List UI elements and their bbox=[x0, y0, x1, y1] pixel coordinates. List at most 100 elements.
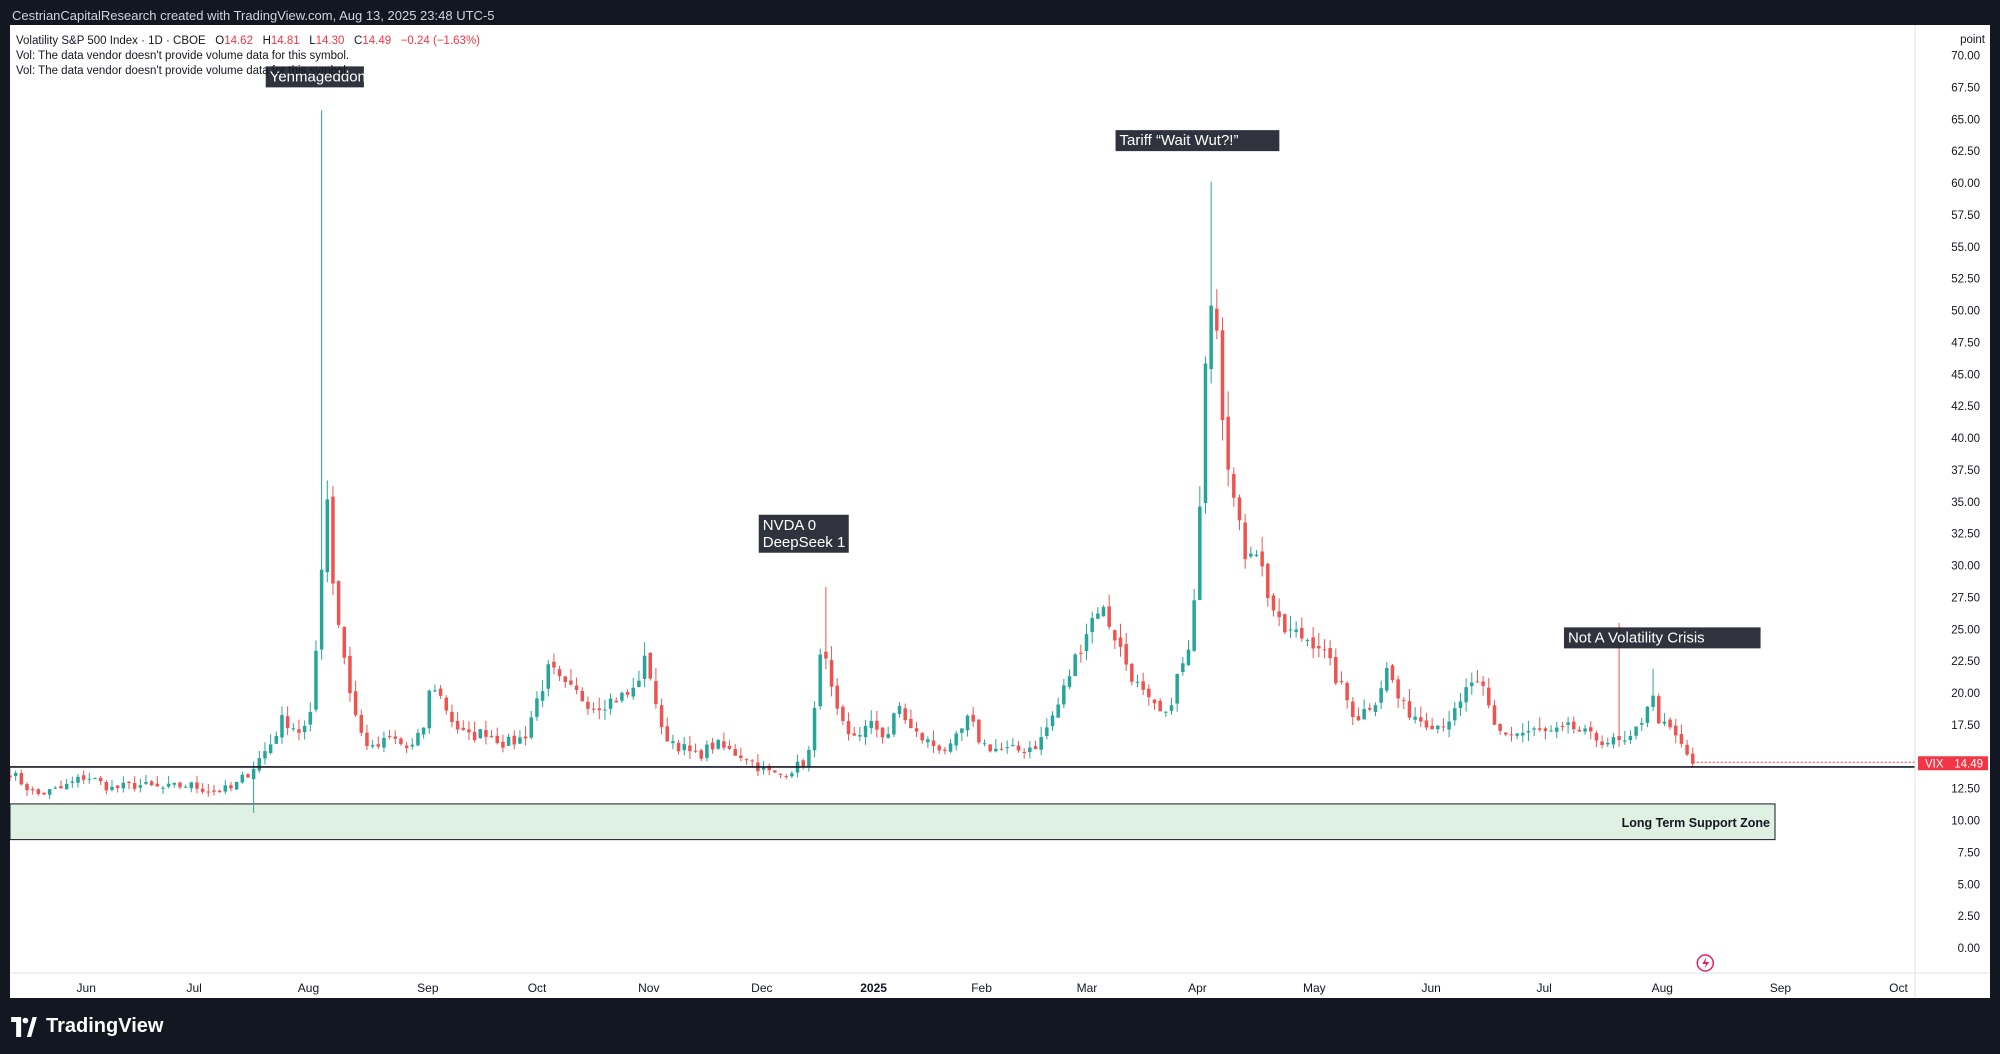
candle-body[interactable] bbox=[132, 783, 137, 789]
candle-body[interactable] bbox=[450, 711, 454, 723]
candle-body[interactable] bbox=[1101, 606, 1106, 617]
candle-body[interactable] bbox=[688, 745, 692, 752]
candle-body[interactable] bbox=[234, 781, 239, 790]
candle-body[interactable] bbox=[574, 685, 579, 690]
candle-body[interactable] bbox=[240, 774, 245, 783]
candle-body[interactable] bbox=[455, 720, 460, 730]
candle-body[interactable] bbox=[314, 650, 318, 710]
candle-body[interactable] bbox=[64, 783, 69, 790]
candle-body[interactable] bbox=[467, 729, 471, 733]
candle-body[interactable] bbox=[591, 708, 596, 710]
candle-body[interactable] bbox=[495, 735, 500, 743]
candle-body[interactable] bbox=[1679, 734, 1684, 744]
candle-body[interactable] bbox=[637, 680, 641, 688]
candle-body[interactable] bbox=[1385, 667, 1389, 691]
candle-body[interactable] bbox=[81, 775, 86, 780]
candle-body[interactable] bbox=[1492, 705, 1497, 725]
candle-body[interactable] bbox=[926, 739, 930, 743]
candle-body[interactable] bbox=[999, 748, 1004, 750]
candle-body[interactable] bbox=[1447, 721, 1451, 730]
candle-body[interactable] bbox=[251, 768, 256, 780]
candle-body[interactable] bbox=[1022, 751, 1026, 753]
candle-body[interactable] bbox=[682, 744, 686, 751]
candle-body[interactable] bbox=[642, 655, 647, 679]
candle-body[interactable] bbox=[1305, 639, 1310, 642]
candle-body[interactable] bbox=[280, 715, 284, 738]
candle-body[interactable] bbox=[790, 773, 794, 777]
candle-body[interactable] bbox=[1504, 732, 1508, 735]
candle-body[interactable] bbox=[1470, 682, 1474, 687]
candle-body[interactable] bbox=[393, 736, 398, 739]
candle-body[interactable] bbox=[1674, 725, 1678, 736]
candle-body[interactable] bbox=[1600, 741, 1604, 746]
candle-body[interactable] bbox=[931, 740, 936, 746]
candle-body[interactable] bbox=[943, 749, 947, 751]
candle-body[interactable] bbox=[597, 708, 601, 711]
candle-body[interactable] bbox=[1209, 305, 1213, 370]
candle-body[interactable] bbox=[1334, 656, 1338, 684]
candle-body[interactable] bbox=[716, 740, 720, 749]
candle-body[interactable] bbox=[506, 736, 511, 746]
candle-body[interactable] bbox=[1668, 719, 1672, 728]
candle-body[interactable] bbox=[489, 735, 494, 737]
candle-body[interactable] bbox=[1277, 611, 1281, 618]
candle-body[interactable] bbox=[1396, 679, 1400, 699]
candle-body[interactable] bbox=[1549, 730, 1553, 732]
candle-body[interactable] bbox=[1362, 709, 1366, 720]
candle-body[interactable] bbox=[1067, 676, 1072, 688]
candle-body[interactable] bbox=[42, 792, 46, 795]
candle-body[interactable] bbox=[1050, 715, 1055, 727]
candle-body[interactable] bbox=[93, 778, 97, 780]
candle-body[interactable] bbox=[331, 496, 335, 584]
candle-body[interactable] bbox=[1317, 645, 1321, 649]
candle-body[interactable] bbox=[1232, 473, 1236, 498]
candle-body[interactable] bbox=[1186, 649, 1191, 665]
candle-body[interactable] bbox=[665, 726, 669, 742]
candle-body[interactable] bbox=[342, 626, 347, 658]
candle-body[interactable] bbox=[478, 729, 483, 739]
candle-body[interactable] bbox=[829, 660, 834, 687]
candle-body[interactable] bbox=[297, 729, 301, 733]
candle-body[interactable] bbox=[1181, 663, 1185, 672]
candle-body[interactable] bbox=[365, 732, 369, 747]
candle-body[interactable] bbox=[87, 778, 92, 780]
candle-body[interactable] bbox=[115, 785, 120, 789]
candle-body[interactable] bbox=[1164, 711, 1168, 713]
candle-body[interactable] bbox=[19, 773, 24, 785]
candle-body[interactable] bbox=[1073, 654, 1077, 677]
candle-body[interactable] bbox=[212, 790, 216, 792]
candle-body[interactable] bbox=[761, 767, 766, 770]
candle-body[interactable] bbox=[512, 735, 517, 745]
candle-body[interactable] bbox=[1243, 522, 1247, 560]
candle-body[interactable] bbox=[178, 782, 182, 788]
candle-body[interactable] bbox=[1498, 723, 1502, 731]
candle-body[interactable] bbox=[1390, 665, 1395, 681]
candle-body[interactable] bbox=[399, 738, 403, 745]
candle-body[interactable] bbox=[869, 720, 873, 729]
candle-body[interactable] bbox=[1039, 736, 1043, 750]
candle-body[interactable] bbox=[1005, 747, 1009, 749]
candle-body[interactable] bbox=[47, 789, 52, 795]
candle-body[interactable] bbox=[274, 736, 279, 744]
candle-body[interactable] bbox=[336, 581, 341, 625]
candle-body[interactable] bbox=[1685, 744, 1689, 755]
candle-body[interactable] bbox=[727, 745, 732, 749]
candle-body[interactable] bbox=[523, 736, 528, 739]
candle-body[interactable] bbox=[189, 782, 194, 789]
candle-body[interactable] bbox=[166, 783, 171, 787]
candle-body[interactable] bbox=[1481, 681, 1485, 686]
candle-body[interactable] bbox=[195, 782, 199, 789]
candle-body[interactable] bbox=[1198, 506, 1202, 600]
candle-body[interactable] bbox=[767, 766, 771, 771]
candle-body[interactable] bbox=[1424, 720, 1429, 728]
candle-body[interactable] bbox=[1543, 728, 1548, 732]
candle-body[interactable] bbox=[1475, 681, 1480, 683]
candle-body[interactable] bbox=[863, 725, 868, 738]
candle-body[interactable] bbox=[892, 713, 896, 735]
candle-body[interactable] bbox=[1033, 746, 1038, 750]
candle-body[interactable] bbox=[1611, 737, 1616, 745]
lightning-icon[interactable] bbox=[1696, 954, 1715, 972]
candle-body[interactable] bbox=[920, 733, 924, 741]
candle-body[interactable] bbox=[1237, 497, 1242, 521]
candle-body[interactable] bbox=[13, 772, 18, 777]
